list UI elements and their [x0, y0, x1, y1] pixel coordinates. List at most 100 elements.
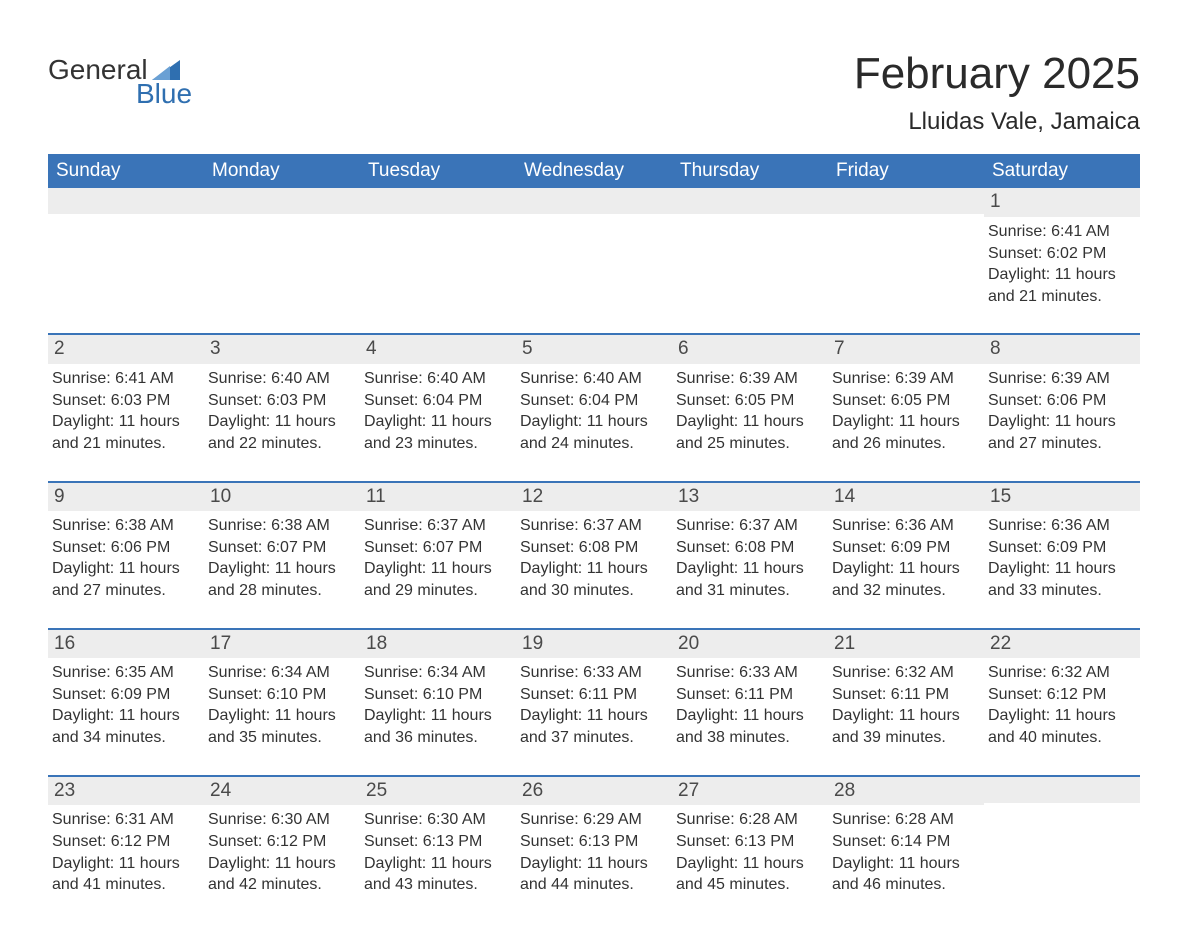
sunset-line: Sunset: 6:04 PM	[364, 390, 510, 412]
day-cell: 12Sunrise: 6:37 AMSunset: 6:08 PMDayligh…	[516, 483, 672, 606]
day-number	[360, 188, 516, 214]
sunset-line: Sunset: 6:09 PM	[832, 537, 978, 559]
day-number: 20	[672, 630, 828, 659]
weekday-header-cell: Friday	[828, 154, 984, 188]
day-number: 6	[672, 335, 828, 364]
day-details: Sunrise: 6:40 AMSunset: 6:04 PMDaylight:…	[516, 364, 672, 458]
day-details: Sunrise: 6:40 AMSunset: 6:04 PMDaylight:…	[360, 364, 516, 458]
sunset-line: Sunset: 6:07 PM	[364, 537, 510, 559]
sunset-line: Sunset: 6:13 PM	[520, 831, 666, 853]
daylight-line: Daylight: 11 hours and 27 minutes.	[52, 558, 198, 601]
sunrise-line: Sunrise: 6:33 AM	[520, 662, 666, 684]
sunrise-line: Sunrise: 6:37 AM	[520, 515, 666, 537]
day-cell	[204, 188, 360, 311]
day-number: 1	[984, 188, 1140, 217]
day-details: Sunrise: 6:34 AMSunset: 6:10 PMDaylight:…	[204, 658, 360, 752]
day-cell: 26Sunrise: 6:29 AMSunset: 6:13 PMDayligh…	[516, 777, 672, 900]
daylight-line: Daylight: 11 hours and 23 minutes.	[364, 411, 510, 454]
sunset-line: Sunset: 6:05 PM	[676, 390, 822, 412]
daylight-line: Daylight: 11 hours and 34 minutes.	[52, 705, 198, 748]
sunrise-line: Sunrise: 6:36 AM	[988, 515, 1134, 537]
sunset-line: Sunset: 6:05 PM	[832, 390, 978, 412]
daylight-line: Daylight: 11 hours and 22 minutes.	[208, 411, 354, 454]
day-cell: 9Sunrise: 6:38 AMSunset: 6:06 PMDaylight…	[48, 483, 204, 606]
day-details: Sunrise: 6:32 AMSunset: 6:12 PMDaylight:…	[984, 658, 1140, 752]
sunrise-line: Sunrise: 6:39 AM	[676, 368, 822, 390]
day-cell	[360, 188, 516, 311]
sunset-line: Sunset: 6:10 PM	[208, 684, 354, 706]
daylight-line: Daylight: 11 hours and 45 minutes.	[676, 853, 822, 896]
day-number: 19	[516, 630, 672, 659]
daylight-line: Daylight: 11 hours and 24 minutes.	[520, 411, 666, 454]
day-number: 17	[204, 630, 360, 659]
sunrise-line: Sunrise: 6:40 AM	[520, 368, 666, 390]
daylight-line: Daylight: 11 hours and 31 minutes.	[676, 558, 822, 601]
day-cell: 10Sunrise: 6:38 AMSunset: 6:07 PMDayligh…	[204, 483, 360, 606]
sunrise-line: Sunrise: 6:39 AM	[832, 368, 978, 390]
day-details: Sunrise: 6:40 AMSunset: 6:03 PMDaylight:…	[204, 364, 360, 458]
daylight-line: Daylight: 11 hours and 42 minutes.	[208, 853, 354, 896]
sunset-line: Sunset: 6:13 PM	[364, 831, 510, 853]
day-number: 28	[828, 777, 984, 806]
week-row: 2Sunrise: 6:41 AMSunset: 6:03 PMDaylight…	[48, 333, 1140, 458]
day-number	[984, 777, 1140, 803]
sunrise-line: Sunrise: 6:34 AM	[364, 662, 510, 684]
location-label: Lluidas Vale, Jamaica	[854, 108, 1140, 136]
sunset-line: Sunset: 6:09 PM	[988, 537, 1134, 559]
sunrise-line: Sunrise: 6:39 AM	[988, 368, 1134, 390]
calendar-grid: SundayMondayTuesdayWednesdayThursdayFrid…	[48, 154, 1140, 899]
daylight-line: Daylight: 11 hours and 35 minutes.	[208, 705, 354, 748]
daylight-line: Daylight: 11 hours and 40 minutes.	[988, 705, 1134, 748]
brand-word1: General	[48, 56, 148, 84]
day-details: Sunrise: 6:37 AMSunset: 6:07 PMDaylight:…	[360, 511, 516, 605]
brand-logo: General Blue	[48, 56, 192, 108]
day-number: 4	[360, 335, 516, 364]
sunset-line: Sunset: 6:10 PM	[364, 684, 510, 706]
day-cell: 6Sunrise: 6:39 AMSunset: 6:05 PMDaylight…	[672, 335, 828, 458]
sunrise-line: Sunrise: 6:28 AM	[676, 809, 822, 831]
day-details: Sunrise: 6:39 AMSunset: 6:06 PMDaylight:…	[984, 364, 1140, 458]
sunset-line: Sunset: 6:08 PM	[676, 537, 822, 559]
day-details: Sunrise: 6:28 AMSunset: 6:14 PMDaylight:…	[828, 805, 984, 899]
sunset-line: Sunset: 6:11 PM	[676, 684, 822, 706]
day-details: Sunrise: 6:38 AMSunset: 6:07 PMDaylight:…	[204, 511, 360, 605]
sunrise-line: Sunrise: 6:40 AM	[364, 368, 510, 390]
sunrise-line: Sunrise: 6:41 AM	[52, 368, 198, 390]
day-number: 2	[48, 335, 204, 364]
day-number: 13	[672, 483, 828, 512]
sunrise-line: Sunrise: 6:37 AM	[364, 515, 510, 537]
sunset-line: Sunset: 6:06 PM	[988, 390, 1134, 412]
day-cell	[828, 188, 984, 311]
day-number: 3	[204, 335, 360, 364]
day-cell: 21Sunrise: 6:32 AMSunset: 6:11 PMDayligh…	[828, 630, 984, 753]
sunset-line: Sunset: 6:02 PM	[988, 243, 1134, 265]
day-cell	[516, 188, 672, 311]
day-number: 26	[516, 777, 672, 806]
day-details: Sunrise: 6:30 AMSunset: 6:12 PMDaylight:…	[204, 805, 360, 899]
sunrise-line: Sunrise: 6:33 AM	[676, 662, 822, 684]
sunrise-line: Sunrise: 6:32 AM	[988, 662, 1134, 684]
day-cell: 7Sunrise: 6:39 AMSunset: 6:05 PMDaylight…	[828, 335, 984, 458]
day-number	[828, 188, 984, 214]
sunset-line: Sunset: 6:13 PM	[676, 831, 822, 853]
weekday-header-cell: Saturday	[984, 154, 1140, 188]
day-number: 12	[516, 483, 672, 512]
sunset-line: Sunset: 6:11 PM	[832, 684, 978, 706]
daylight-line: Daylight: 11 hours and 27 minutes.	[988, 411, 1134, 454]
day-number: 14	[828, 483, 984, 512]
day-details: Sunrise: 6:39 AMSunset: 6:05 PMDaylight:…	[672, 364, 828, 458]
day-cell: 2Sunrise: 6:41 AMSunset: 6:03 PMDaylight…	[48, 335, 204, 458]
day-cell	[672, 188, 828, 311]
sunset-line: Sunset: 6:03 PM	[208, 390, 354, 412]
day-details: Sunrise: 6:38 AMSunset: 6:06 PMDaylight:…	[48, 511, 204, 605]
day-cell: 3Sunrise: 6:40 AMSunset: 6:03 PMDaylight…	[204, 335, 360, 458]
day-cell: 1Sunrise: 6:41 AMSunset: 6:02 PMDaylight…	[984, 188, 1140, 311]
sunrise-line: Sunrise: 6:38 AM	[208, 515, 354, 537]
day-cell	[48, 188, 204, 311]
sunset-line: Sunset: 6:03 PM	[52, 390, 198, 412]
daylight-line: Daylight: 11 hours and 36 minutes.	[364, 705, 510, 748]
sunrise-line: Sunrise: 6:29 AM	[520, 809, 666, 831]
sunrise-line: Sunrise: 6:28 AM	[832, 809, 978, 831]
sunrise-line: Sunrise: 6:32 AM	[832, 662, 978, 684]
day-details: Sunrise: 6:30 AMSunset: 6:13 PMDaylight:…	[360, 805, 516, 899]
